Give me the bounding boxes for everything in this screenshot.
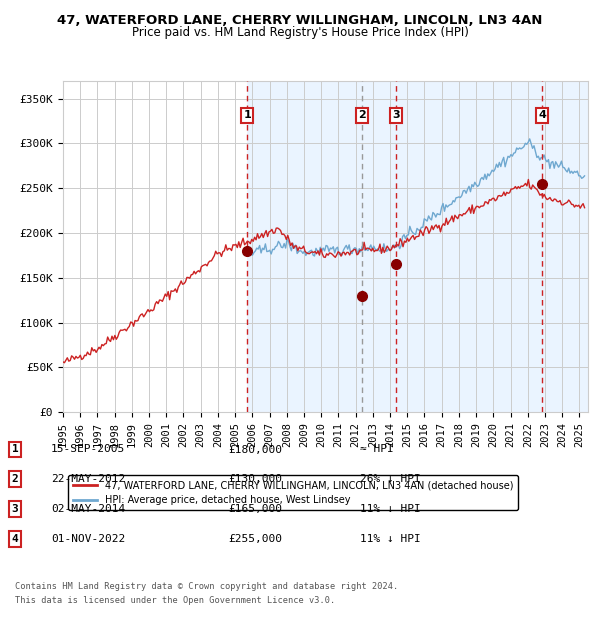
Text: 1: 1 [244,110,251,120]
Text: 11% ↓ HPI: 11% ↓ HPI [360,504,421,514]
Text: 4: 4 [11,534,19,544]
Text: £255,000: £255,000 [228,534,282,544]
Text: 01-NOV-2022: 01-NOV-2022 [51,534,125,544]
Text: 4: 4 [538,110,546,120]
Text: Price paid vs. HM Land Registry's House Price Index (HPI): Price paid vs. HM Land Registry's House … [131,26,469,39]
Text: 2: 2 [11,474,19,484]
Text: 3: 3 [392,110,400,120]
Legend: 47, WATERFORD LANE, CHERRY WILLINGHAM, LINCOLN, LN3 4AN (detached house), HPI: A: 47, WATERFORD LANE, CHERRY WILLINGHAM, L… [68,475,518,510]
Text: 47, WATERFORD LANE, CHERRY WILLINGHAM, LINCOLN, LN3 4AN: 47, WATERFORD LANE, CHERRY WILLINGHAM, L… [58,14,542,27]
Text: 11% ↓ HPI: 11% ↓ HPI [360,534,421,544]
Text: 02-MAY-2014: 02-MAY-2014 [51,504,125,514]
Text: ≈ HPI: ≈ HPI [360,445,394,454]
Text: 2: 2 [358,110,366,120]
Text: This data is licensed under the Open Government Licence v3.0.: This data is licensed under the Open Gov… [15,596,335,606]
Text: Contains HM Land Registry data © Crown copyright and database right 2024.: Contains HM Land Registry data © Crown c… [15,582,398,591]
Text: 1: 1 [11,445,19,454]
Bar [247,81,588,412]
Text: 3: 3 [11,504,19,514]
Text: £180,000: £180,000 [228,445,282,454]
Text: 15-SEP-2005: 15-SEP-2005 [51,445,125,454]
Text: 26% ↓ HPI: 26% ↓ HPI [360,474,421,484]
Text: £165,000: £165,000 [228,504,282,514]
Text: 22-MAY-2012: 22-MAY-2012 [51,474,125,484]
Text: £130,000: £130,000 [228,474,282,484]
